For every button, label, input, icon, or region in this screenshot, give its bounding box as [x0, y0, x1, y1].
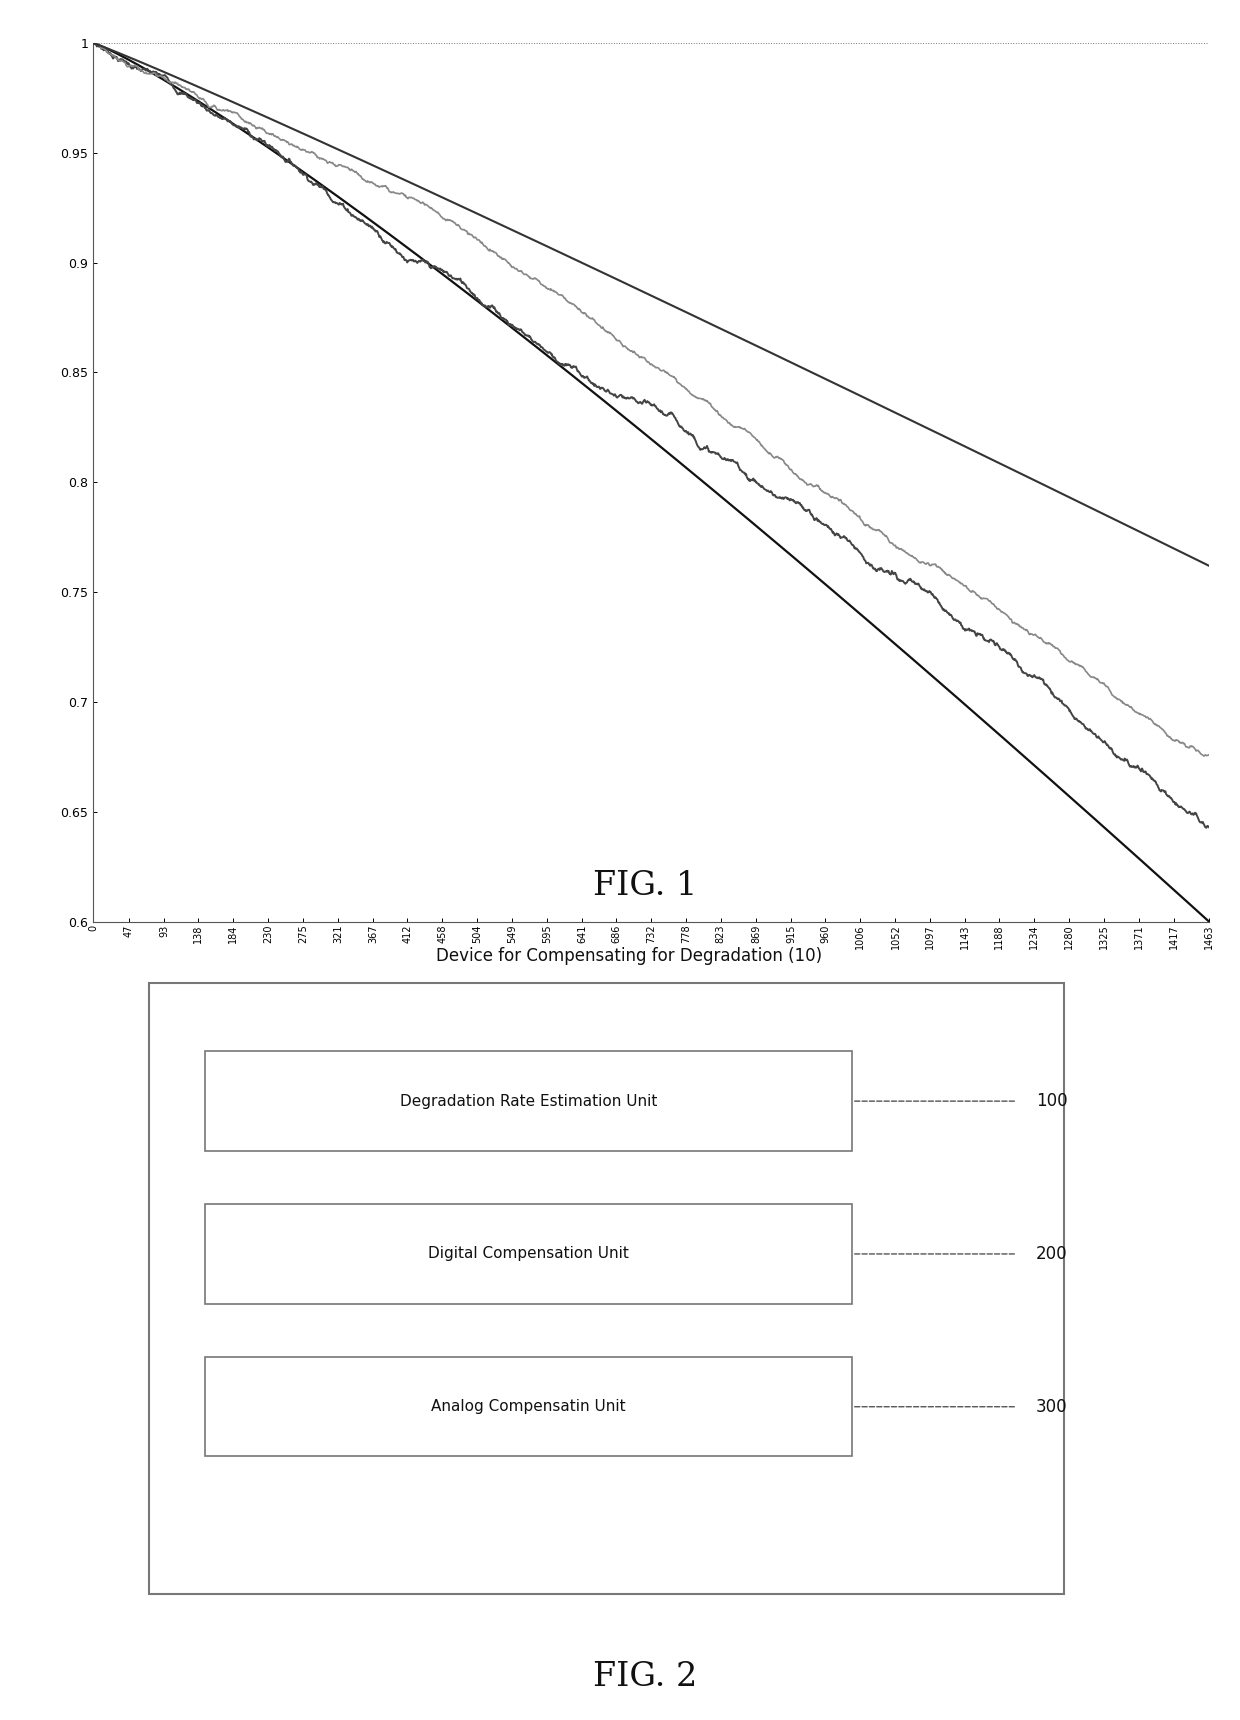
Text: Digital Compensation Unit: Digital Compensation Unit: [428, 1247, 629, 1261]
FancyBboxPatch shape: [205, 1204, 852, 1304]
Text: FIG. 1: FIG. 1: [593, 870, 697, 901]
Text: 200: 200: [1037, 1245, 1068, 1262]
FancyBboxPatch shape: [149, 982, 1064, 1594]
Text: Device for Compensating for Degradation (10): Device for Compensating for Degradation …: [435, 948, 822, 965]
Text: Analog Compensatin Unit: Analog Compensatin Unit: [432, 1400, 625, 1414]
Text: FIG. 2: FIG. 2: [593, 1662, 697, 1692]
Text: 300: 300: [1037, 1398, 1068, 1416]
FancyBboxPatch shape: [205, 1357, 852, 1457]
Text: Degradation Rate Estimation Unit: Degradation Rate Estimation Unit: [399, 1094, 657, 1109]
FancyBboxPatch shape: [205, 1051, 852, 1151]
Text: 100: 100: [1037, 1092, 1068, 1109]
